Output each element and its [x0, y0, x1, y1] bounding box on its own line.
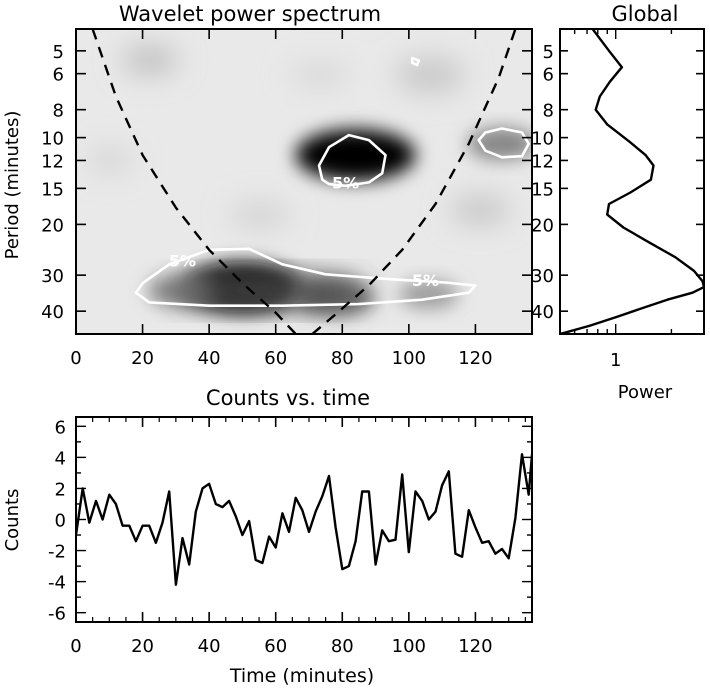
x-tick-label: 40	[198, 636, 221, 657]
counts-line	[76, 453, 532, 586]
y-tick-label: 6	[53, 65, 64, 86]
x-tick-label: 1	[610, 350, 621, 371]
y-tick-label: 6	[55, 417, 66, 438]
y-tick-label: 15	[41, 179, 64, 200]
y-tick-label: 0	[55, 511, 66, 532]
power-blob	[174, 274, 365, 307]
y-tick-label: 6	[543, 65, 554, 86]
y-tick-label: 30	[41, 266, 64, 287]
coi-line-left	[91, 29, 297, 334]
x-tick-label: 40	[198, 348, 221, 369]
y-tick-label: 20	[41, 215, 64, 236]
y-tick-label: 8	[543, 101, 554, 122]
y-tick-label: 30	[531, 266, 554, 287]
wavelet-title: Wavelet power spectrum	[119, 2, 381, 26]
time-series-title: Counts vs. time	[206, 386, 370, 410]
y-tick-label: 8	[53, 101, 64, 122]
coi-line-right	[311, 29, 517, 334]
y-tick-label: 12	[41, 151, 64, 172]
x-tick-label: 100	[392, 348, 426, 369]
time-series-panel: 0 20 40 60 80 100 120 -6 -4 -2 0 2 4 6 Counts vs. tim…	[2, 386, 533, 687]
x-tick-label: 120	[458, 348, 492, 369]
global-background	[560, 29, 704, 334]
global-power-curve	[560, 29, 704, 334]
global-spectrum-line	[560, 29, 704, 334]
counts-curve	[76, 453, 532, 586]
y-tick-label: -6	[48, 604, 66, 625]
y-tick-label: 40	[41, 302, 64, 323]
contour-line	[134, 247, 477, 307]
contour-line	[317, 133, 387, 188]
contour-labels: 5% 5% 5%	[169, 173, 439, 290]
power-blob	[295, 129, 416, 182]
global-frame	[559, 28, 705, 335]
wavelet-power-blobs	[147, 127, 532, 316]
x-tick-label: 100	[392, 636, 426, 657]
time-series-ylabel: Counts	[2, 489, 23, 552]
contour-label: 5%	[412, 271, 439, 290]
x-tick-label: 80	[331, 348, 354, 369]
contour-label: 5%	[169, 252, 196, 271]
x-tick-label: 80	[331, 636, 354, 657]
global-xlabel: Power	[618, 382, 673, 403]
y-tick-label: 5	[543, 42, 554, 63]
wavelet-frame	[75, 28, 533, 335]
y-tick-label: 5	[53, 42, 64, 63]
x-tick-label: 20	[131, 348, 154, 369]
y-tick-label: -4	[48, 573, 66, 594]
wavelet-ylabel: Period (minutes)	[2, 111, 23, 260]
time-series-xlabel: Time (minutes)	[229, 665, 374, 687]
x-tick-label: 60	[264, 348, 287, 369]
x-tick-label: 20	[131, 636, 154, 657]
x-tick-label: 0	[70, 636, 81, 657]
x-tick-label: 60	[264, 636, 287, 657]
contour-line	[477, 127, 530, 159]
wavelet-background-texture	[88, 46, 510, 227]
y-tick-label: 12	[531, 151, 554, 172]
cone-of-influence	[91, 29, 517, 334]
y-tick-label: 20	[531, 215, 554, 236]
y-tick-label: 10	[531, 129, 554, 150]
y-tick-label: 15	[531, 179, 554, 200]
power-blob	[467, 127, 532, 160]
x-tick-label: 120	[458, 636, 492, 657]
power-blob	[398, 280, 459, 309]
y-tick-label: 4	[55, 448, 66, 469]
contour-label: 5%	[332, 173, 359, 192]
y-tick-label: 10	[41, 129, 64, 150]
x-tick-label: 0	[70, 348, 81, 369]
time-series-axes: 0 20 40 60 80 100 120 -6 -4 -2 0 2 4 6	[48, 417, 532, 657]
significance-contours	[134, 56, 530, 307]
contour-line	[410, 56, 421, 67]
y-tick-label: -2	[48, 542, 66, 563]
y-tick-label: 40	[531, 302, 554, 323]
y-tick-label: 2	[55, 479, 66, 500]
global-title: Global	[612, 2, 679, 26]
